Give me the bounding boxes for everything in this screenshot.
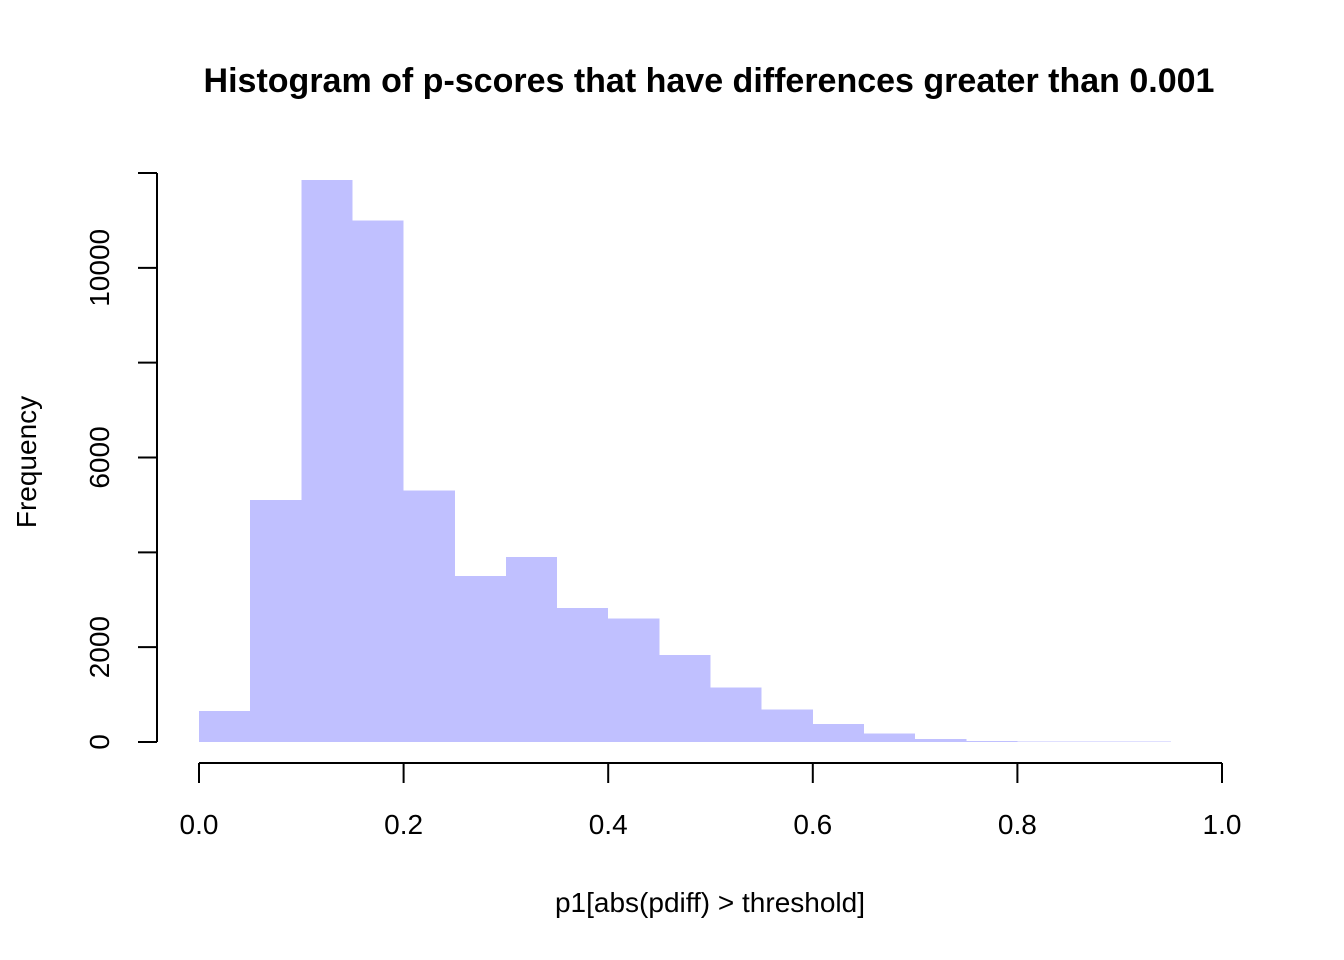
histogram-bar bbox=[1017, 741, 1069, 742]
y-tick-label: 6000 bbox=[84, 426, 115, 488]
histogram-bar bbox=[199, 711, 251, 742]
histogram-bar bbox=[608, 618, 660, 742]
histogram-bar bbox=[352, 220, 404, 742]
y-tick-label: 2000 bbox=[84, 616, 115, 678]
x-tick-label: 0.4 bbox=[589, 809, 628, 840]
histogram-bar bbox=[710, 687, 762, 742]
y-tick-label: 10000 bbox=[84, 229, 115, 307]
y-tick-label: 0 bbox=[84, 734, 115, 750]
x-tick-label: 0.6 bbox=[793, 809, 832, 840]
histogram-bar bbox=[966, 740, 1018, 742]
histogram-bar bbox=[403, 490, 455, 742]
histogram-bar bbox=[863, 733, 916, 742]
histogram-bar bbox=[659, 655, 711, 742]
x-tick-label: 0.2 bbox=[384, 809, 423, 840]
histogram-bar bbox=[301, 180, 353, 743]
histogram-bar bbox=[761, 709, 813, 742]
x-tick-label: 0.8 bbox=[998, 809, 1037, 840]
bars-group bbox=[199, 180, 1222, 743]
histogram-bar bbox=[557, 607, 609, 742]
y-axis: 0 2000 6000 10000 bbox=[84, 172, 158, 750]
x-axis-label: p1[abs(pdiff) > threshold] bbox=[555, 887, 865, 918]
x-axis: 0.0 0.2 0.4 0.6 0.8 1.0 bbox=[180, 762, 1242, 840]
histogram-bar bbox=[250, 500, 302, 742]
chart-title: Histogram of p-scores that have differen… bbox=[204, 62, 1215, 100]
histogram-bar bbox=[915, 739, 967, 742]
histogram-bar bbox=[505, 557, 558, 742]
histogram-bar bbox=[812, 723, 864, 742]
y-axis-label: Frequency bbox=[11, 396, 42, 528]
x-tick-label: 1.0 bbox=[1203, 809, 1242, 840]
histogram-bar bbox=[454, 576, 506, 742]
x-tick-label: 0.0 bbox=[180, 809, 219, 840]
